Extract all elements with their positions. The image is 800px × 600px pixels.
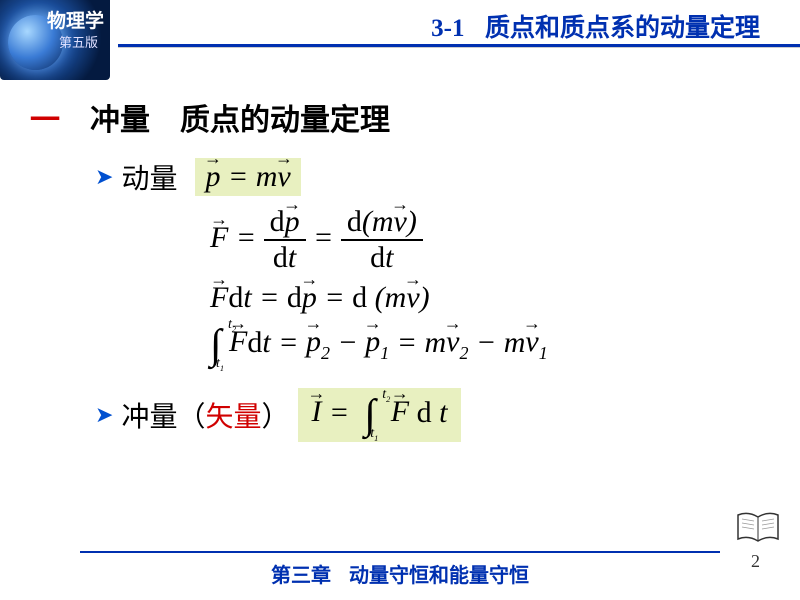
bullet2-label: 冲量 xyxy=(121,395,177,435)
logo-title: 物理学 xyxy=(47,6,104,33)
slide-header: 物理学 第五版 3-1 质点和质点系的动量定理 xyxy=(0,0,800,50)
formula-impulse-def: I = ∫t2t1 F d t xyxy=(298,388,462,442)
vector-word: 矢量 xyxy=(205,395,261,435)
bullet-arrow-icon: ➤ xyxy=(95,402,113,428)
paren-open: （ xyxy=(177,395,205,435)
slide-footer: 第三章 动量守恒和能量守恒 xyxy=(0,551,800,588)
slide-content: 一 冲量 质点的动量定理 ➤ 动量 p = mv F = dpdt = d(mv… xyxy=(30,95,780,442)
header-underline xyxy=(118,44,800,47)
bullet1-label: 动量 xyxy=(121,157,177,197)
section-number: 3-1 xyxy=(431,15,464,42)
logo-badge: 物理学 第五版 xyxy=(0,0,110,80)
formula-block: F = dpdt = d(mv)dt Fdt = dp = d (mv) ∫t2… xyxy=(210,207,780,366)
formula-momentum-def: p = mv xyxy=(195,158,300,196)
header-title: 3-1 质点和质点系的动量定理 xyxy=(120,8,790,44)
heading-part-b: 质点的动量定理 xyxy=(180,104,390,137)
footer-chapter-label: 第三章 xyxy=(271,565,331,587)
heading-part-a: 冲量 xyxy=(90,104,150,137)
book-icon xyxy=(734,509,782,545)
section-title: 质点和质点系的动量定理 xyxy=(485,15,760,42)
formula-differential: Fdt = dp = d (mv) xyxy=(210,281,780,316)
footer-line xyxy=(80,551,720,553)
paren-close: ） xyxy=(261,395,289,435)
formula-integral: ∫t2t1 Fdt = p2 − p1 = mv2 − mv1 xyxy=(210,324,780,366)
logo-subtitle: 第五版 xyxy=(59,32,98,51)
bullet-momentum: ➤ 动量 p = mv xyxy=(95,157,780,197)
section-heading: 冲量 质点的动量定理 xyxy=(90,95,780,139)
footer-chapter-title: 动量守恒和能量守恒 xyxy=(349,565,529,587)
bullet-arrow-icon: ➤ xyxy=(95,164,113,190)
formula-force: F = dpdt = d(mv)dt xyxy=(210,207,780,273)
page-number: 2 xyxy=(751,551,760,572)
section-marker: 一 xyxy=(30,95,60,139)
bullet-impulse: ➤ 冲量 （ 矢量 ） I = ∫t2t1 F d t xyxy=(95,388,780,442)
